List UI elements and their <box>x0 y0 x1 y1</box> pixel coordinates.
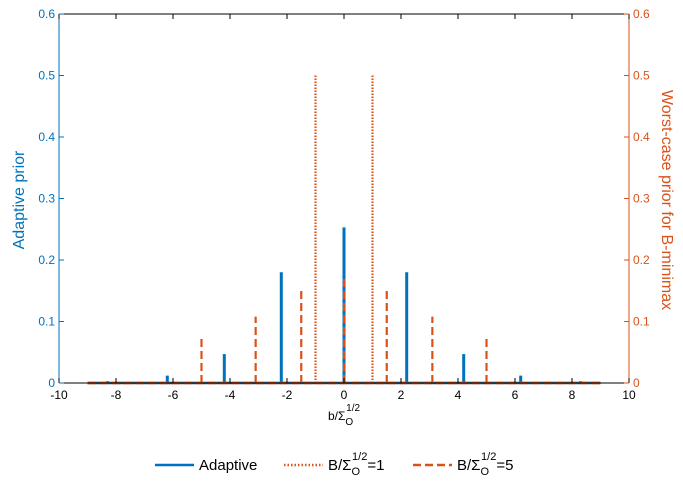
series-2 <box>87 278 601 385</box>
x-tick-label: -6 <box>168 388 179 402</box>
legend-label-b5-main: B/Σ <box>457 457 480 474</box>
y-axis-right-label: Worst-case prior for B-minimax <box>658 90 675 310</box>
legend-label-b5-sub: O <box>480 466 489 478</box>
y-tick-label-left: 0 <box>48 376 55 390</box>
legend-label-b1-sup: 1/2 <box>352 451 367 463</box>
x-tick-label: 6 <box>512 388 519 402</box>
legend-label-b5-tail: =5 <box>496 457 513 474</box>
y-tick-label-right: 0.6 <box>633 7 650 21</box>
legend-label-b1: B/ΣO 1/2=1 <box>328 451 384 478</box>
x-tick-label: 2 <box>398 388 405 402</box>
x-tick-label: 8 <box>569 388 576 402</box>
y-tick-label-left: 0.4 <box>38 130 55 144</box>
x-tick-label: 4 <box>455 388 462 402</box>
x-axis-label: b/ΣO 1/2 <box>328 403 361 428</box>
series-layer <box>87 75 601 385</box>
legend: Adaptive B/ΣO1/2=1 B/ΣO1/2=5 <box>155 451 513 478</box>
y-tick-label-right: 0.2 <box>633 253 650 267</box>
y-tick-label-left: 0.2 <box>38 253 55 267</box>
y-tick-label-left: 0.5 <box>38 69 55 83</box>
x-tick-label: -2 <box>282 388 293 402</box>
legend-label-adaptive: Adaptive <box>199 457 257 474</box>
x-tick-label: 0 <box>341 388 348 402</box>
y-tick-label-left: 0.6 <box>38 7 55 21</box>
x-tick-label: -10 <box>50 388 68 402</box>
x-axis-label-sub: O <box>345 417 353 428</box>
legend-label-b1-tail: =1 <box>367 457 384 474</box>
y-tick-label-right: 0.5 <box>633 69 650 83</box>
legend-label-b1-main: B/Σ <box>328 457 351 474</box>
x-tick-label: -4 <box>225 388 236 402</box>
y-tick-label-right: 0.1 <box>633 315 650 329</box>
axes-layer: -10 -8 -6 -4 -2 0 2 4 6 8 100 00.1 0.10.2 0.20.3 0.30.… <box>38 7 650 402</box>
x-tick-label: 10 <box>622 388 636 402</box>
y-tick-label-right: 0.4 <box>633 130 650 144</box>
x-tick-label: -8 <box>111 388 122 402</box>
y-tick-label-left: 0.3 <box>38 192 55 206</box>
y-axis-left-label: Adaptive prior <box>11 150 28 249</box>
legend-label-b1-sub: O <box>351 466 360 478</box>
y-tick-label-right: 0 <box>633 376 640 390</box>
y-tick-label-left: 0.1 <box>38 315 55 329</box>
legend-label-b5: B/ΣO 1/2=5 <box>457 451 513 478</box>
x-axis-label-sup: 1/2 <box>346 403 360 414</box>
legend-label-b5-sup: 1/2 <box>481 451 496 463</box>
y-tick-label-right: 0.3 <box>633 192 650 206</box>
x-axis-label-main: b/Σ <box>328 409 345 423</box>
